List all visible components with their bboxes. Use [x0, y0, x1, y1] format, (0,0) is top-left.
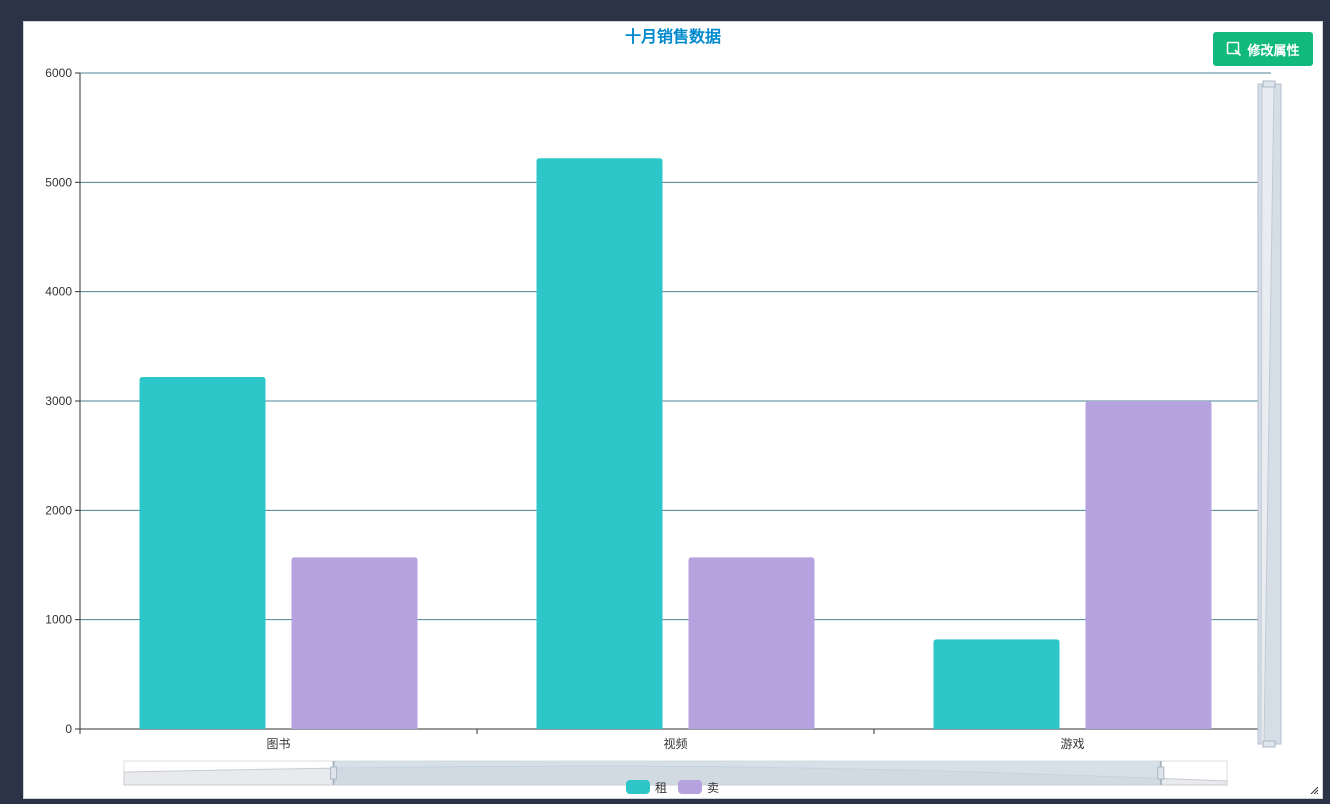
bar-sell-0[interactable]: [291, 557, 418, 729]
x-zoom-window[interactable]: [333, 761, 1161, 785]
legend-swatch-1[interactable]: [678, 780, 702, 794]
y-zoom-handle-bottom[interactable]: [1262, 740, 1276, 748]
bar-rent-2[interactable]: [933, 639, 1060, 729]
x-tick-label: 图书: [266, 737, 290, 751]
y-tick-label: 5000: [45, 175, 72, 189]
bar-rent-1[interactable]: [536, 158, 663, 729]
y-tick-label: 6000: [45, 66, 72, 80]
resize-handle[interactable]: [1310, 786, 1318, 794]
legend-label-0[interactable]: 租: [655, 781, 667, 795]
bar-sell-1[interactable]: [688, 557, 815, 729]
x-zoom-slider[interactable]: [123, 760, 1228, 786]
x-tick-label: 游戏: [1060, 737, 1084, 751]
grid-lines: [80, 72, 1271, 621]
x-tick-label: 视频: [663, 736, 687, 751]
bar-sell-2[interactable]: [1085, 401, 1212, 729]
y-axis: 0 1000 2000 3000 4000 5000 6000: [45, 66, 81, 736]
x-zoom-grip[interactable]: [1157, 766, 1165, 780]
legend: 租卖: [626, 780, 719, 795]
y-zoom-handle-top[interactable]: [1262, 80, 1276, 88]
bar-marks: [139, 158, 1212, 729]
legend-swatch-0[interactable]: [626, 780, 650, 794]
edit-properties-button[interactable]: 修改属性: [1213, 32, 1313, 66]
x-axis: 图书 视频 游戏: [79, 728, 1272, 751]
y-zoom-slider[interactable]: [1257, 80, 1282, 748]
y-tick-label: 2000: [45, 503, 72, 517]
edit-properties-label: 修改属性: [1247, 42, 1300, 58]
y-tick-label: 3000: [45, 394, 72, 408]
chart-title: 十月销售数据: [625, 27, 721, 46]
legend-label-1[interactable]: 卖: [707, 781, 719, 795]
edit-icon: [1227, 41, 1242, 57]
bar-rent-0[interactable]: [139, 376, 266, 729]
y-tick-label: 4000: [45, 285, 72, 299]
y-tick-label: 1000: [45, 613, 72, 627]
y-tick-label: 0: [65, 722, 72, 736]
x-zoom-grip[interactable]: [330, 766, 338, 780]
